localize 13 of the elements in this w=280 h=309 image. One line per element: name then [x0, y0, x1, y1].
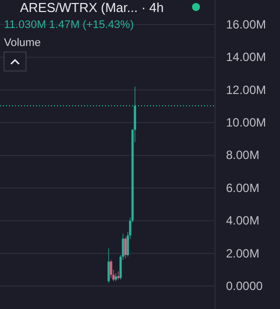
y-tick-label: 14.00M	[226, 50, 266, 64]
text: 11.030M 1.47M (+15.43%)	[4, 19, 134, 31]
y-tick-label: 2.00M	[226, 246, 260, 260]
y-tick-label: 10.00M	[226, 115, 266, 130]
y-tick-label: 8.00M	[226, 148, 260, 162]
y-tick-label: 6.00M	[226, 180, 260, 195]
candlestick	[108, 248, 110, 284]
y-tick-label: 12.00M	[226, 82, 266, 97]
chart-title: ARES/WTRX (Mar... · 4h	[20, 0, 164, 15]
annotation: Volume	[4, 37, 41, 49]
y-tick-label: 16.00M	[226, 17, 266, 32]
y-tick-label: 0.0000	[226, 278, 264, 293]
y-tick-label: 4.00M	[226, 214, 260, 228]
